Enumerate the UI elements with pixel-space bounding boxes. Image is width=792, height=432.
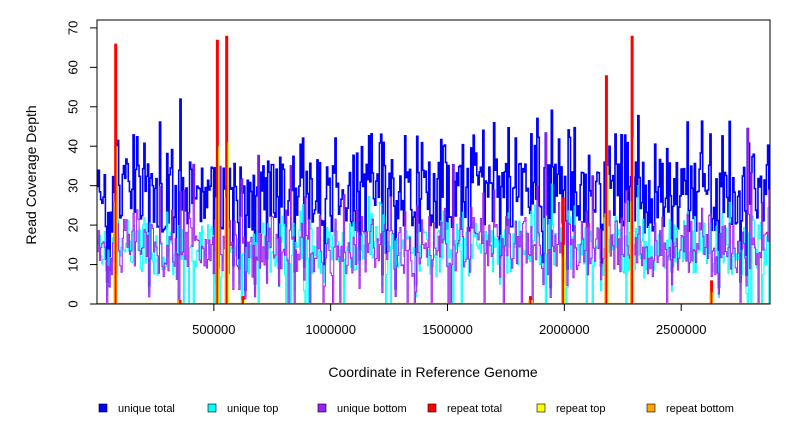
- legend-label: unique bottom: [337, 403, 407, 415]
- x-tick-label: 2000000: [539, 322, 590, 337]
- x-tick-label: 2500000: [656, 322, 707, 337]
- y-tick-label: 0: [65, 300, 80, 307]
- y-tick-label: 60: [65, 60, 80, 74]
- legend-swatch: [317, 403, 327, 413]
- y-tick-label: 50: [65, 100, 80, 114]
- legend-swatch: [207, 403, 217, 413]
- y-axis-label: Read Coverage Depth: [23, 105, 39, 244]
- y-tick-label: 40: [65, 139, 80, 153]
- legend-label: unique total: [118, 403, 175, 415]
- x-tick-label: 1500000: [422, 322, 473, 337]
- series-line-unique-total: [97, 98, 770, 292]
- legend-swatch: [427, 403, 437, 413]
- legend-swatch: [646, 403, 656, 413]
- legend-label: repeat bottom: [666, 403, 734, 415]
- y-tick-label: 30: [65, 178, 80, 192]
- series-line-unique-top: [97, 183, 770, 304]
- x-tick-label: 1000000: [305, 322, 356, 337]
- legend-label: repeat total: [447, 403, 502, 415]
- series-layer: [97, 35, 770, 304]
- axes-layer: 0 10 20 30 40 50 60 70 500000 1000000 1500000 20000…: [65, 19, 771, 337]
- legend: unique total unique top unique bottom repea…: [98, 403, 734, 415]
- legend-swatch: [536, 403, 546, 413]
- legend-swatch: [98, 403, 108, 413]
- x-axis-label: Coordinate in Reference Genome: [328, 364, 538, 380]
- series-line-unique-bottom: [97, 128, 770, 304]
- legend-label: repeat top: [556, 403, 606, 415]
- legend-label: unique top: [227, 403, 278, 415]
- y-tick-label: 20: [65, 218, 80, 232]
- plot-frame: [96, 19, 771, 305]
- x-tick-label: 500000: [192, 322, 235, 337]
- y-tick-label: 70: [65, 21, 80, 35]
- y-tick-label: 10: [65, 257, 80, 271]
